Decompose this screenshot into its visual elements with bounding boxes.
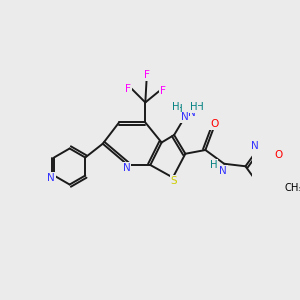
Text: CH₃: CH₃ [284, 183, 300, 193]
Text: H: H [210, 160, 218, 170]
Text: S: S [171, 176, 177, 185]
Text: N: N [188, 108, 196, 118]
Text: N: N [251, 142, 258, 152]
Text: H: H [172, 102, 180, 112]
Text: N: N [123, 163, 130, 173]
Text: H: H [175, 104, 183, 114]
Text: F: F [144, 70, 150, 80]
Text: H: H [196, 102, 204, 112]
Text: F: F [160, 86, 166, 96]
Text: N: N [47, 173, 55, 183]
Text: N: N [219, 166, 227, 176]
Text: O: O [274, 150, 282, 160]
Text: N: N [181, 112, 188, 122]
Text: O: O [210, 119, 218, 130]
Text: F: F [125, 84, 131, 94]
Text: H: H [190, 102, 197, 112]
